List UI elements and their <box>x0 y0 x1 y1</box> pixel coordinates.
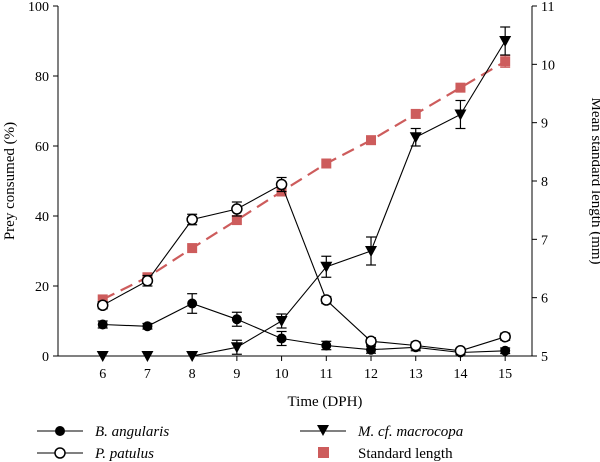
left-y-tick-label: 20 <box>35 280 49 295</box>
x-tick-label: 12 <box>364 367 378 382</box>
x-tick-label: 8 <box>189 367 196 382</box>
x-tick-label: 6 <box>99 367 106 382</box>
data-point-standard-length <box>410 108 421 119</box>
series-line-p-patulus <box>102 183 506 352</box>
data-point-m-cf-macrocopa <box>141 351 154 362</box>
x-tick-label: 11 <box>320 367 333 382</box>
series-line-m-cf-macrocopa <box>102 40 506 357</box>
right-y-tick-label: 6 <box>541 292 548 307</box>
legend-text-m-prefix: M. cf. <box>357 424 396 440</box>
left-y-tick-label: 40 <box>35 210 49 225</box>
x-tick-label: 14 <box>453 367 467 382</box>
data-point-p-patulus <box>96 299 109 311</box>
legend-label-p-patulus: P. patulus <box>94 446 154 462</box>
x-tick-label: 9 <box>233 367 240 382</box>
data-point-m-cf-macrocopa <box>275 316 288 327</box>
series-line-standard-length <box>102 60 506 301</box>
data-point-standard-length <box>500 56 511 67</box>
left-y-tick-label: 0 <box>42 350 49 365</box>
right-y-tick-label: 11 <box>541 0 554 15</box>
x-tick-label: 7 <box>144 367 151 382</box>
legend-item-b-angularis: B. angularis <box>37 424 169 440</box>
legend-marker-filled-triangle <box>317 425 329 436</box>
data-point-p-patulus <box>499 331 511 343</box>
data-point-m-cf-macrocopa <box>409 132 422 144</box>
data-point-b-angularis <box>276 333 287 344</box>
data-point-p-patulus <box>275 178 288 191</box>
data-point-p-patulus <box>365 335 377 348</box>
legend-item-standard-length: Standard length <box>318 446 453 462</box>
data-point-p-patulus <box>409 339 422 352</box>
series-line-b-angularis <box>102 302 506 354</box>
left-y-tick-label: 60 <box>35 140 49 155</box>
legend-label-m-macrocopa: M. cf. macrocopa <box>357 424 463 440</box>
legend: B. angularis P. patulus M. cf. macrocopa… <box>37 424 463 462</box>
data-point-p-patulus <box>141 275 154 287</box>
right-y-tick-label: 7 <box>541 233 548 248</box>
x-tick-label: 15 <box>498 367 512 382</box>
right-y-axis-title: Mean standard length (mm) <box>588 97 600 264</box>
legend-item-p-patulus: P. patulus <box>37 446 154 462</box>
data-point-m-cf-macrocopa <box>499 36 512 47</box>
right-y-tick-label: 9 <box>541 117 548 132</box>
right-y-tick-label: 5 <box>541 350 548 365</box>
legend-text-p-patulus: P. patulus <box>94 446 154 462</box>
legend-item-m-macrocopa: M. cf. macrocopa <box>300 424 463 440</box>
x-tick-label: 10 <box>275 367 289 382</box>
data-point-b-angularis <box>321 340 332 351</box>
data-point-b-angularis <box>97 319 108 330</box>
data-point-m-cf-macrocopa <box>230 342 243 354</box>
x-axis-title: Time (DPH) <box>288 394 363 410</box>
data-point-b-angularis <box>500 345 511 356</box>
data-point-b-angularis <box>231 314 242 325</box>
legend-label-b-angularis: B. angularis <box>95 424 169 440</box>
legend-marker-filled-circle <box>55 426 65 436</box>
data-point-b-angularis <box>366 344 377 355</box>
data-point-b-angularis <box>187 298 198 309</box>
data-point-m-cf-macrocopa <box>454 109 467 121</box>
data-point-p-patulus <box>231 203 243 215</box>
data-point-standard-length <box>366 135 377 146</box>
data-point-m-cf-macrocopa <box>186 351 199 362</box>
left-y-tick-label: 100 <box>28 0 49 15</box>
data-point-p-patulus <box>320 294 333 306</box>
legend-marker-open-circle <box>54 447 66 459</box>
plot-area: 0 20 40 60 80 100 5 6 7 8 9 10 11 6 7 8 9 10 11 12 13 14 15 <box>28 0 555 382</box>
data-point-standard-length <box>231 215 242 226</box>
data-point-m-cf-macrocopa <box>96 351 109 362</box>
x-tick-label: 13 <box>409 367 423 382</box>
data-point-standard-length <box>97 294 108 305</box>
data-point-p-patulus <box>454 345 467 357</box>
data-point-m-cf-macrocopa <box>365 246 378 257</box>
left-y-axis-title: Prey consumed (%) <box>2 122 18 240</box>
right-y-tick-label: 10 <box>541 58 555 73</box>
right-y-tick-label: 8 <box>541 175 548 190</box>
legend-label-standard-length: Standard length <box>358 446 453 462</box>
data-point-standard-length <box>455 82 466 93</box>
data-point-m-cf-macrocopa <box>320 261 333 273</box>
legend-text-m-species: macrocopa <box>396 424 463 440</box>
data-point-b-angularis <box>142 321 153 332</box>
data-point-standard-length <box>187 243 198 254</box>
legend-marker-filled-square <box>318 447 329 458</box>
data-point-standard-length <box>321 158 332 169</box>
legend-text-b-angularis: B. angularis <box>95 424 169 440</box>
data-point-p-patulus <box>186 213 198 226</box>
left-y-tick-label: 80 <box>35 70 49 85</box>
